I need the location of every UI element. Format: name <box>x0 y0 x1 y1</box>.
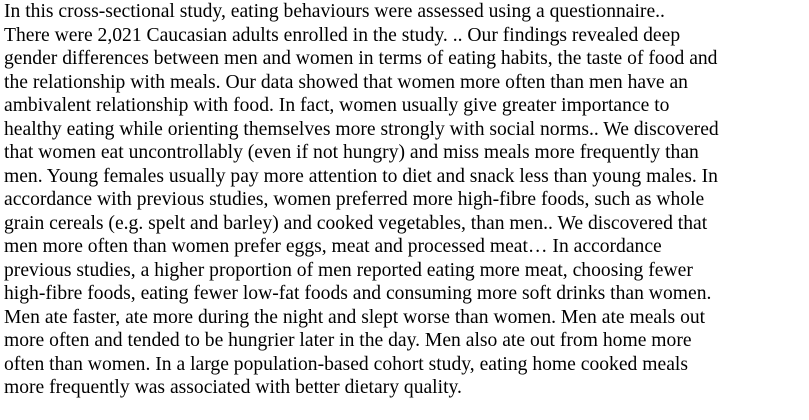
document-body: In this cross-sectional study, eating be… <box>4 0 809 400</box>
text-line: ambivalent relationship with food. In fa… <box>4 95 670 116</box>
text-line: accordance with previous studies, women … <box>4 189 705 210</box>
text-line: often than women. In a large population-… <box>4 353 688 375</box>
text-line: the relationship with meals. Our data sh… <box>4 71 688 93</box>
text-line: In this cross-sectional study, eating be… <box>4 1 665 22</box>
text-line: healthy eating while orienting themselve… <box>4 118 719 140</box>
text-line: There were 2,021 Caucasian adults enroll… <box>4 24 681 46</box>
text-line: previous studies, a higher proportion of… <box>4 259 693 281</box>
text-line: more often and tended to be hungrier lat… <box>4 330 692 351</box>
text-line: grain cereals (e.g. spelt and barley) an… <box>4 212 708 234</box>
text-line: gender differences between men and women… <box>4 48 718 69</box>
text-line: that women eat uncontrollably (even if n… <box>4 142 699 163</box>
text-line: high-fibre foods, eating fewer low-fat f… <box>4 283 712 304</box>
text-line: men more often than women prefer eggs, m… <box>4 236 662 257</box>
text-line: Men ate faster, ate more during the nigh… <box>4 306 706 328</box>
text-line: more frequently was associated with bett… <box>4 377 462 398</box>
text-line: men. Young females usually pay more atte… <box>4 165 718 187</box>
